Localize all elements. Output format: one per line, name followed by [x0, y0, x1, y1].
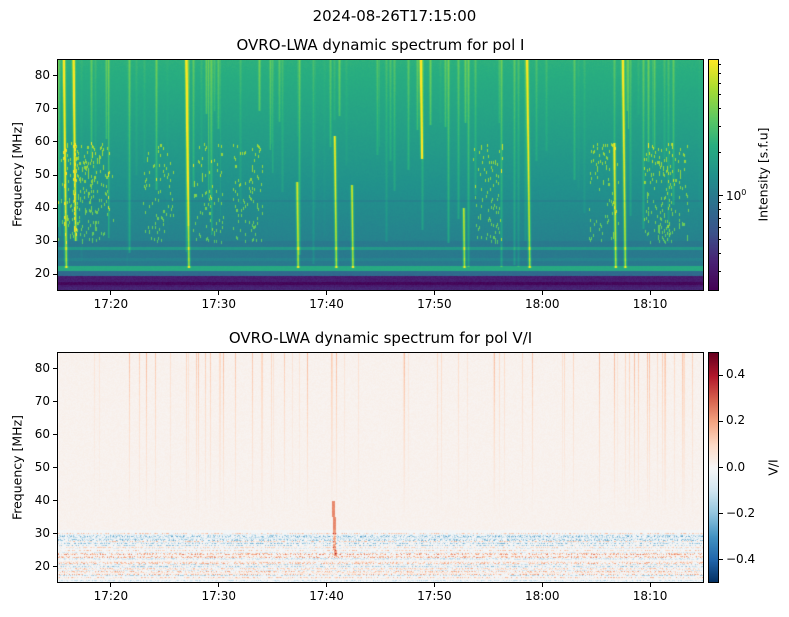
- x-tick-mark: [649, 583, 651, 587]
- y-tick-mark: [53, 207, 57, 209]
- colorbar-tick-mark: [719, 217, 721, 219]
- intensity-colorbar-label: Intensity [s.f.u]: [755, 127, 771, 222]
- x-tick-label: 18:00: [524, 589, 560, 603]
- y-tick-label: 40: [34, 200, 50, 215]
- colorbar-tick-mark: [719, 270, 721, 272]
- y-tick-mark: [53, 500, 57, 501]
- vi-spectrum-plot: [57, 352, 704, 583]
- x-tick-mark: [326, 583, 328, 587]
- colorbar-tick-mark: [719, 374, 723, 376]
- x-tick-label: 17:40: [309, 297, 344, 311]
- x-tick-mark: [218, 291, 220, 295]
- colorbar-tick-mark: [719, 108, 721, 110]
- colorbar-tick-mark: [719, 559, 723, 561]
- y-tick-label: 70: [34, 393, 50, 408]
- colorbar-tick-mark: [719, 126, 721, 128]
- y-tick-label: 60: [34, 133, 50, 148]
- x-tick-label: 17:50: [417, 589, 452, 603]
- colorbar-tick-mark: [719, 420, 723, 422]
- colorbar-tick-label: 0.2: [726, 413, 746, 428]
- x-tick-label: 17:30: [201, 589, 237, 603]
- y-tick-label: 20: [34, 558, 50, 573]
- x-tick-mark: [541, 583, 543, 587]
- colorbar-tick-mark: [719, 151, 721, 153]
- x-tick-label: 17:40: [309, 589, 344, 603]
- colorbar-tick-label: 0.0: [726, 459, 746, 474]
- intensity-colorbar-gradient: [709, 60, 718, 290]
- y-tick-label: 20: [34, 266, 50, 281]
- bottom-plot-title: OVRO-LWA dynamic spectrum for pol V/I: [228, 329, 533, 347]
- y-tick-mark: [53, 401, 57, 402]
- colorbar-tick-label: −0.4: [726, 551, 756, 566]
- colorbar-tick-mark: [719, 238, 721, 240]
- y-tick-mark: [53, 368, 57, 369]
- x-tick-mark: [110, 583, 112, 587]
- y-tick-label: 60: [34, 426, 50, 441]
- colorbar-tick-mark: [719, 64, 721, 66]
- y-tick-mark: [53, 240, 57, 242]
- y-tick-label: 50: [34, 459, 50, 474]
- vi-colorbar-gradient: [709, 353, 718, 582]
- colorbar-tick-label: −0.2: [726, 505, 756, 520]
- y-tick-mark: [53, 174, 57, 176]
- colorbar-tick-mark: [719, 252, 721, 254]
- x-tick-mark: [110, 291, 112, 295]
- colorbar-tick-mark: [719, 72, 721, 74]
- x-tick-label: 17:50: [417, 297, 452, 311]
- x-tick-label: 18:00: [524, 297, 560, 311]
- colorbar-tick-label: 100: [726, 187, 747, 203]
- vi-colorbar-label: V/I: [765, 459, 781, 476]
- y-tick-label: 30: [34, 525, 50, 540]
- y-tick-mark: [53, 75, 57, 77]
- colorbar-tick-mark: [719, 195, 723, 197]
- colorbar-tick-mark: [719, 94, 721, 96]
- colorbar-tick-mark: [719, 227, 721, 229]
- x-tick-label: 18:10: [632, 589, 668, 603]
- y-tick-mark: [53, 434, 57, 435]
- x-tick-label: 18:10: [632, 297, 668, 311]
- y-tick-label: 80: [34, 360, 50, 375]
- y-tick-label: 50: [34, 167, 50, 181]
- colorbar-tick-mark: [719, 467, 723, 468]
- y-tick-label: 70: [34, 100, 50, 115]
- x-tick-label: 17:20: [93, 589, 129, 603]
- x-tick-label: 17:30: [201, 297, 237, 311]
- y-tick-mark: [53, 467, 57, 468]
- y-tick-label: 40: [34, 492, 50, 507]
- y-tick-mark: [53, 273, 57, 275]
- vi-heatmap: [58, 353, 703, 582]
- x-tick-mark: [433, 583, 435, 587]
- colorbar-tick-mark: [719, 82, 721, 84]
- figure-suptitle: 2024-08-26T17:15:00: [312, 7, 477, 25]
- top-plot-title: OVRO-LWA dynamic spectrum for pol I: [236, 36, 525, 54]
- y-tick-label: 80: [34, 67, 50, 82]
- stokes-i-spectrum-plot: [57, 59, 704, 291]
- y-tick-label: 30: [34, 233, 50, 248]
- vi-colorbar: [708, 352, 719, 583]
- x-tick-mark: [541, 291, 543, 295]
- y-tick-mark: [53, 108, 57, 110]
- colorbar-tick-label: 0.4: [726, 367, 746, 382]
- colorbar-tick-mark: [719, 209, 721, 211]
- y-tick-mark: [53, 533, 57, 534]
- intensity-colorbar: [708, 59, 719, 291]
- x-tick-mark: [649, 291, 651, 295]
- stokes-i-heatmap: [58, 60, 703, 290]
- y-tick-mark: [53, 141, 57, 143]
- y-tick-mark: [53, 566, 57, 567]
- x-tick-mark: [433, 291, 435, 295]
- x-tick-mark: [218, 583, 220, 587]
- colorbar-tick-mark: [719, 513, 723, 515]
- x-tick-mark: [326, 291, 328, 295]
- x-tick-label: 17:20: [93, 297, 129, 311]
- colorbar-tick-mark: [719, 201, 721, 203]
